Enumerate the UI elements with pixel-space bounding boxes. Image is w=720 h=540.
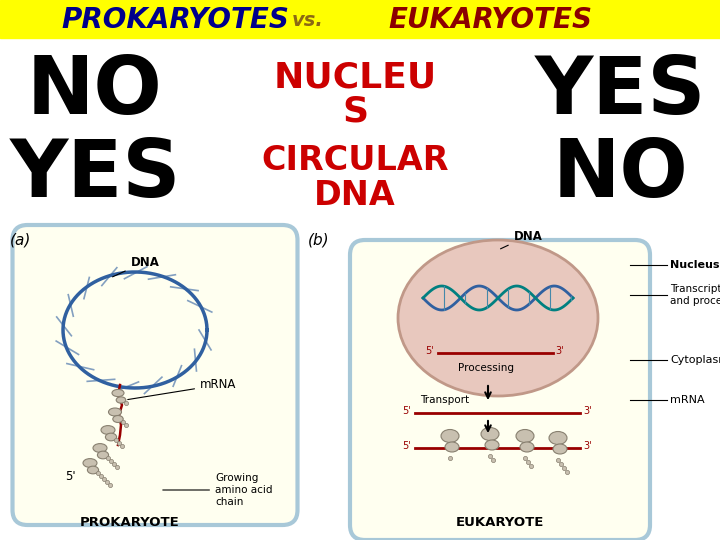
Text: Transcription
and processing: Transcription and processing xyxy=(670,285,720,306)
Ellipse shape xyxy=(485,440,499,450)
FancyBboxPatch shape xyxy=(350,240,650,540)
Text: 5': 5' xyxy=(402,406,411,416)
Ellipse shape xyxy=(441,429,459,442)
Ellipse shape xyxy=(516,429,534,442)
Ellipse shape xyxy=(549,431,567,444)
Text: Cytoplasm: Cytoplasm xyxy=(670,355,720,365)
Ellipse shape xyxy=(87,466,99,474)
Ellipse shape xyxy=(520,442,534,452)
Text: NO: NO xyxy=(27,53,163,131)
Ellipse shape xyxy=(83,458,97,468)
Ellipse shape xyxy=(112,389,124,396)
Text: 3': 3' xyxy=(556,346,564,356)
Text: DNA: DNA xyxy=(500,230,542,249)
Text: PROKARYOTES: PROKARYOTES xyxy=(61,6,289,34)
Text: YES: YES xyxy=(9,136,181,214)
Ellipse shape xyxy=(105,433,117,441)
Text: (a): (a) xyxy=(10,233,32,247)
FancyBboxPatch shape xyxy=(0,0,720,38)
Ellipse shape xyxy=(553,444,567,454)
Text: NUCLEU
S: NUCLEU S xyxy=(274,61,436,129)
Text: mRNA: mRNA xyxy=(127,379,236,400)
Text: CIRCULAR
DNA: CIRCULAR DNA xyxy=(261,144,449,212)
Ellipse shape xyxy=(113,415,123,422)
Text: 3': 3' xyxy=(584,441,593,451)
Text: Nucleus: Nucleus xyxy=(670,260,719,270)
Ellipse shape xyxy=(445,442,459,452)
Text: EUKARYOTES: EUKARYOTES xyxy=(388,6,592,34)
Text: 3': 3' xyxy=(584,406,593,416)
Text: 5': 5' xyxy=(426,346,434,356)
Text: Growing
amino acid
chain: Growing amino acid chain xyxy=(163,474,272,507)
Text: PROKARYOTE: PROKARYOTE xyxy=(80,516,180,529)
Ellipse shape xyxy=(481,428,499,441)
Ellipse shape xyxy=(97,451,109,459)
Text: 5': 5' xyxy=(402,441,411,451)
Text: Processing: Processing xyxy=(458,363,514,373)
Ellipse shape xyxy=(398,240,598,396)
Text: EUKARYOTE: EUKARYOTE xyxy=(456,516,544,529)
Text: DNA: DNA xyxy=(112,255,159,277)
Text: 5': 5' xyxy=(65,469,76,483)
Text: mRNA: mRNA xyxy=(670,395,705,405)
Text: NO: NO xyxy=(552,136,688,214)
Ellipse shape xyxy=(116,397,126,403)
FancyBboxPatch shape xyxy=(12,225,297,525)
Ellipse shape xyxy=(109,408,122,416)
Text: Transport: Transport xyxy=(420,395,469,405)
Ellipse shape xyxy=(93,443,107,453)
Text: YES: YES xyxy=(534,53,706,131)
Ellipse shape xyxy=(101,426,115,434)
Text: (b): (b) xyxy=(308,233,330,247)
Text: vs.: vs. xyxy=(292,10,324,30)
